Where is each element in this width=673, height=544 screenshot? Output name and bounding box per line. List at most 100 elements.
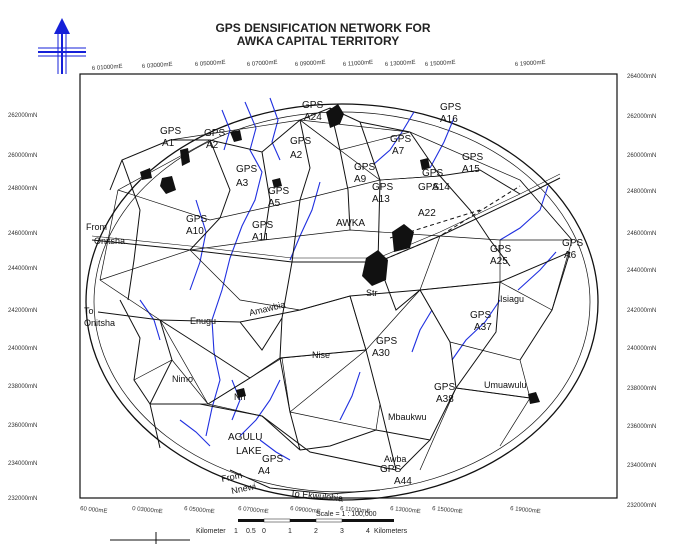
station-gps-a22-top: GPS <box>418 182 439 193</box>
label-enugu: Enugu <box>190 316 216 326</box>
northing-right-6: 244000mN <box>627 268 656 274</box>
station-gps-a24-top: GPS <box>302 100 323 111</box>
station-gps-a13-bottom: A13 <box>372 194 390 205</box>
station-gps-a6-top: GPS <box>562 238 583 249</box>
easting-bottom-3: 6 05000mE <box>184 506 215 515</box>
northing-right-9: 238000mN <box>627 386 656 392</box>
northing-left-9: 236000mN <box>8 423 37 429</box>
station-gps-a11-top: GPS <box>252 220 273 231</box>
label-from-nnewi: From <box>220 470 243 484</box>
river-network <box>139 97 557 461</box>
easting-top-7: 6 13000mE <box>385 60 416 68</box>
label-onitsha-top: Onitsha <box>94 236 125 246</box>
scale-ratio: Scale = 1 : 100,000 <box>316 511 377 518</box>
northing-right-1: 264000mN <box>627 74 656 80</box>
scale-bar: Scale = 1 : 100,000 Kilometer 1 0.5 0 1 … <box>196 511 408 535</box>
northing-right-11: 234000mN <box>627 463 656 469</box>
station-gps-a6-bottom: A6 <box>564 250 577 261</box>
label-lake: LAKE <box>236 446 262 457</box>
easting-bottom-6: 6 11000mE <box>340 506 371 515</box>
easting-top-8: 6 15000mE <box>425 60 456 68</box>
territory-boundary-outer <box>85 103 599 501</box>
station-gps-a23-top: GPS <box>290 136 311 147</box>
easting-top-1: 6 01000mE <box>92 64 123 72</box>
northing-left-4: 246000mN <box>8 231 37 237</box>
station-gps-a10-bottom: A10 <box>186 226 204 237</box>
northing-right-7: 242000mN <box>627 308 656 314</box>
northing-left-11: 232000mN <box>8 496 37 502</box>
northing-left-8: 238000mN <box>8 384 37 390</box>
northing-left-7: 240000mN <box>8 346 37 352</box>
scale-tick-3: 0 <box>262 528 266 535</box>
northing-left-2: 260000mN <box>8 153 37 159</box>
northing-left-1: 262000mN <box>8 113 37 119</box>
scale-units-right: Kilometers <box>374 528 408 535</box>
easting-top-9: 6 19000mE <box>515 60 546 68</box>
station-gps-a15-bottom: A15 <box>462 164 480 175</box>
easting-top-3: 6 05000mE <box>195 60 226 68</box>
easting-bottom-9: 6 19000mE <box>510 506 541 515</box>
easting-bottom-2: 0 03000mE <box>132 506 163 515</box>
station-gps-a10-top: GPS <box>186 214 207 225</box>
map-frame <box>79 73 618 499</box>
northing-right-3: 260000mN <box>627 153 656 159</box>
label-ekwulobia: To Ekwulobia <box>290 488 344 503</box>
easting-bottom-5: 6 09000mE <box>290 506 321 515</box>
station-gps-a25-top: GPS <box>490 244 511 255</box>
easting-top-2: 6 03000mE <box>142 62 173 70</box>
label-awka: AWKA <box>336 218 365 229</box>
label-str: Str <box>366 288 378 298</box>
station-gps-a37-bottom: A37 <box>474 322 492 333</box>
station-gps-a22-bottom: A22 <box>418 208 436 219</box>
station-gps-a7-top: GPS <box>390 134 411 145</box>
station-gps-a44-top: GPS <box>380 464 401 475</box>
easting-top-4: 6 07000mE <box>247 60 278 68</box>
label-umuawulu: Umuawulu <box>484 380 527 390</box>
easting-bottom-7: 6 13000mE <box>390 506 421 515</box>
station-gps-a25-bottom: A25 <box>490 256 508 267</box>
northing-left-5: 244000mN <box>8 266 37 272</box>
northing-right-4: 248000mN <box>627 189 656 195</box>
station-gps-a30-bottom: A30 <box>372 348 390 359</box>
northing-right-12: 232000mN <box>627 503 656 509</box>
built-up-areas <box>140 104 540 404</box>
station-gps-a11-bottom: A11 <box>252 232 269 243</box>
northing-left-3: 248000mN <box>8 186 37 192</box>
station-gps-a7-bottom: A7 <box>392 146 405 157</box>
label-from: From <box>86 222 107 232</box>
station-gps-a4-bottom: A4 <box>258 466 271 477</box>
station-gps-a2-top: GPS <box>204 128 225 139</box>
network-lines <box>91 107 571 495</box>
station-gps-a15-top: GPS <box>462 152 483 163</box>
station-gps-a9-bottom: A9 <box>354 174 367 185</box>
station-gps-a9-top: GPS <box>354 162 375 173</box>
northing-left-labels: 262000mN 260000mN 248000mN 246000mN 2440… <box>8 113 37 502</box>
easting-top-5: 6 09000mE <box>295 60 326 68</box>
station-gps-a38-top: GPS <box>434 382 455 393</box>
label-nnewi: Nnewi <box>230 481 257 496</box>
label-nise: Nise <box>312 350 330 360</box>
label-agulu: AGULU <box>228 432 262 443</box>
scale-tick-1: 1 <box>234 528 238 535</box>
scale-units-left: Kilometer <box>196 528 226 535</box>
map-title-line2: AWKA CAPITAL TERRITORY <box>237 34 399 48</box>
scale-tick-2: 0.5 <box>246 528 256 535</box>
label-isiagu: Isiagu <box>500 294 524 304</box>
station-gps-a24-bottom: A24 <box>304 112 322 123</box>
station-labels: GPS A24 GPS A16 GPS A1 GPS A2 GPS A2 GPS… <box>160 100 583 487</box>
easting-bottom-labels: 60 000mE 0 03000mE 6 05000mE 6 07000mE 6… <box>80 506 541 515</box>
label-to: To <box>84 306 94 316</box>
easting-top-6: 6 11000mE <box>343 60 374 68</box>
bottom-mark <box>110 532 190 544</box>
northing-right-5: 246000mN <box>627 231 656 237</box>
station-gps-a5-bottom: A5 <box>268 198 281 209</box>
station-gps-a30-top: GPS <box>376 336 397 347</box>
station-gps-a16-bottom: A16 <box>440 114 458 125</box>
station-gps-a23-bottom: A2 <box>290 150 303 161</box>
place-labels: AWKA From Onitsha To Onitsha Enugu Nimo … <box>84 218 527 504</box>
easting-bottom-8: 6 15000mE <box>432 506 463 515</box>
station-gps-a3-top: GPS <box>236 164 257 175</box>
scale-tick-7: 4 <box>366 528 370 535</box>
scale-tick-6: 3 <box>340 528 344 535</box>
